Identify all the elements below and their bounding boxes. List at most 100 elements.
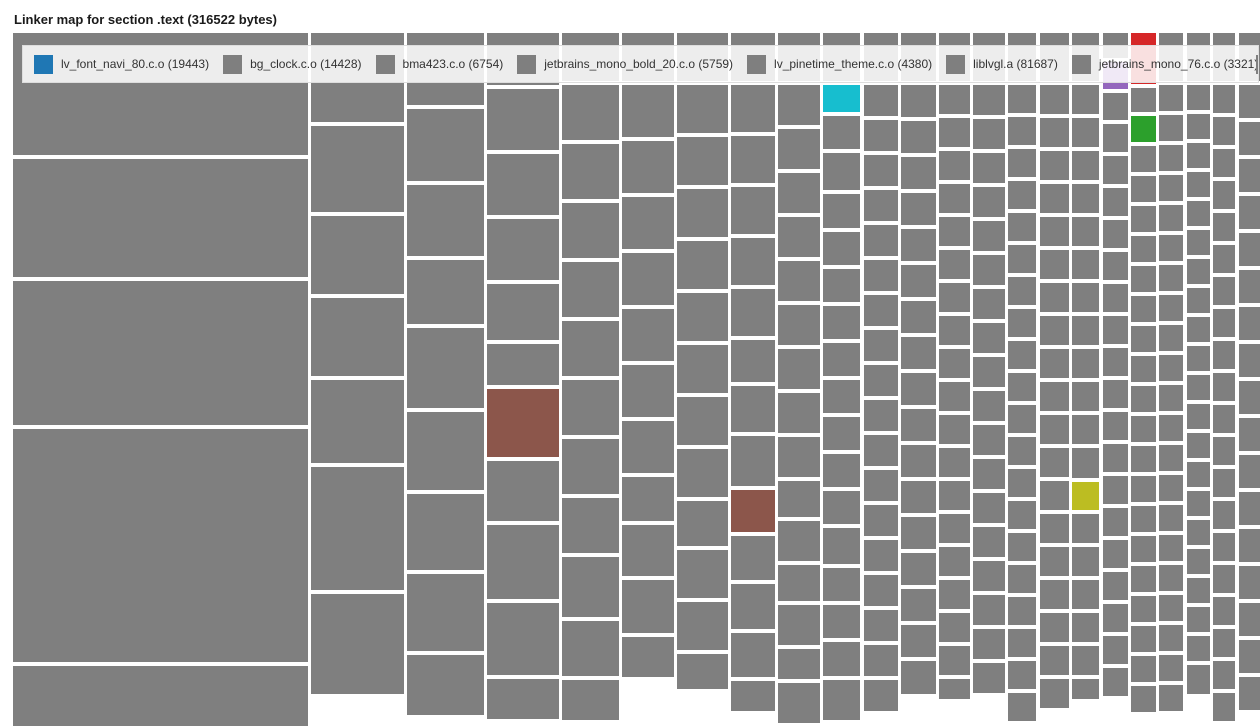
treemap-block[interactable] bbox=[901, 517, 936, 549]
treemap-block[interactable] bbox=[1103, 93, 1128, 120]
treemap-block[interactable] bbox=[1008, 437, 1036, 465]
treemap-block[interactable] bbox=[1131, 416, 1156, 442]
treemap-block[interactable] bbox=[778, 521, 820, 561]
treemap-block[interactable] bbox=[1159, 145, 1183, 171]
treemap-block[interactable] bbox=[1040, 316, 1069, 345]
treemap-block[interactable] bbox=[1213, 693, 1235, 721]
treemap-block[interactable] bbox=[778, 85, 820, 125]
treemap-block[interactable] bbox=[1008, 213, 1036, 241]
treemap-block[interactable] bbox=[973, 85, 1005, 115]
treemap-block[interactable] bbox=[1159, 595, 1183, 621]
treemap-block[interactable] bbox=[487, 89, 559, 150]
treemap-block[interactable] bbox=[407, 655, 484, 715]
treemap-block[interactable] bbox=[1008, 693, 1036, 721]
treemap-block[interactable] bbox=[622, 421, 674, 473]
treemap-block[interactable] bbox=[1187, 230, 1210, 255]
treemap-block[interactable] bbox=[778, 393, 820, 433]
treemap-block[interactable] bbox=[622, 580, 674, 633]
treemap-block[interactable] bbox=[1040, 415, 1069, 444]
treemap-block[interactable] bbox=[487, 525, 559, 599]
treemap-block[interactable] bbox=[1213, 405, 1235, 433]
treemap-block[interactable] bbox=[407, 328, 484, 408]
treemap-block[interactable] bbox=[1159, 385, 1183, 411]
treemap-block[interactable] bbox=[731, 85, 775, 132]
treemap-block[interactable] bbox=[823, 194, 860, 228]
treemap-block[interactable] bbox=[1159, 265, 1183, 291]
treemap-block[interactable] bbox=[1187, 375, 1210, 400]
treemap-block[interactable] bbox=[901, 625, 936, 657]
treemap-block[interactable] bbox=[1103, 220, 1128, 248]
treemap-block[interactable] bbox=[1131, 596, 1156, 622]
treemap-block[interactable] bbox=[1131, 386, 1156, 412]
treemap-block[interactable] bbox=[1072, 613, 1099, 642]
treemap-block[interactable] bbox=[731, 681, 775, 711]
treemap-block[interactable] bbox=[622, 365, 674, 417]
treemap-block[interactable] bbox=[864, 295, 898, 326]
treemap-block[interactable] bbox=[562, 557, 619, 617]
treemap-block[interactable] bbox=[677, 449, 728, 497]
treemap-block[interactable] bbox=[13, 281, 308, 425]
treemap-block[interactable] bbox=[407, 412, 484, 490]
treemap-block[interactable] bbox=[311, 380, 404, 463]
treemap-block[interactable] bbox=[1187, 433, 1210, 458]
treemap-block[interactable] bbox=[901, 229, 936, 261]
treemap-block[interactable] bbox=[1040, 151, 1069, 180]
treemap-block[interactable] bbox=[901, 193, 936, 225]
treemap-block[interactable] bbox=[1187, 462, 1210, 487]
treemap-block[interactable] bbox=[1131, 206, 1156, 232]
treemap-block[interactable] bbox=[1187, 259, 1210, 284]
treemap-block[interactable] bbox=[939, 448, 970, 477]
treemap-block[interactable] bbox=[864, 155, 898, 186]
treemap-block[interactable] bbox=[1008, 661, 1036, 689]
treemap-block[interactable] bbox=[973, 119, 1005, 149]
treemap-block[interactable] bbox=[1040, 448, 1069, 477]
treemap-block[interactable] bbox=[973, 425, 1005, 455]
treemap-block[interactable] bbox=[901, 373, 936, 405]
treemap-block[interactable] bbox=[864, 190, 898, 221]
treemap-block[interactable] bbox=[1159, 325, 1183, 351]
treemap-block[interactable] bbox=[407, 494, 484, 570]
treemap-block[interactable] bbox=[1187, 607, 1210, 632]
treemap-block[interactable] bbox=[864, 575, 898, 606]
treemap-block[interactable] bbox=[1103, 316, 1128, 344]
treemap-block[interactable] bbox=[731, 289, 775, 336]
treemap-block[interactable] bbox=[622, 309, 674, 361]
treemap-block[interactable] bbox=[901, 157, 936, 189]
treemap-block[interactable] bbox=[1159, 445, 1183, 471]
treemap-block[interactable] bbox=[1131, 446, 1156, 472]
treemap-block[interactable] bbox=[1040, 184, 1069, 213]
treemap-block[interactable] bbox=[677, 189, 728, 237]
treemap-block[interactable] bbox=[1131, 176, 1156, 202]
treemap-block[interactable] bbox=[1040, 514, 1069, 543]
treemap-block[interactable] bbox=[778, 481, 820, 517]
treemap-block[interactable] bbox=[1131, 116, 1156, 142]
treemap-block[interactable] bbox=[1213, 565, 1235, 593]
treemap-block[interactable] bbox=[13, 429, 308, 662]
treemap-block[interactable] bbox=[939, 250, 970, 279]
treemap-block[interactable] bbox=[1159, 295, 1183, 321]
treemap-block[interactable] bbox=[901, 301, 936, 333]
treemap-block[interactable] bbox=[731, 386, 775, 432]
treemap-block[interactable] bbox=[1131, 356, 1156, 382]
treemap-block[interactable] bbox=[973, 493, 1005, 523]
treemap-block[interactable] bbox=[973, 221, 1005, 251]
treemap-block[interactable] bbox=[622, 637, 674, 677]
treemap-block[interactable] bbox=[864, 120, 898, 151]
treemap-block[interactable] bbox=[1072, 679, 1099, 699]
treemap-block[interactable] bbox=[1072, 184, 1099, 213]
treemap-block[interactable] bbox=[1239, 418, 1260, 451]
treemap-block[interactable] bbox=[1159, 205, 1183, 231]
treemap-block[interactable] bbox=[1239, 85, 1260, 118]
treemap-block[interactable] bbox=[407, 574, 484, 651]
treemap-block[interactable] bbox=[939, 349, 970, 378]
treemap-block[interactable] bbox=[562, 621, 619, 676]
treemap-block[interactable] bbox=[1103, 540, 1128, 568]
treemap-block[interactable] bbox=[864, 365, 898, 396]
treemap-block[interactable] bbox=[1239, 233, 1260, 266]
treemap-block[interactable] bbox=[1239, 455, 1260, 488]
treemap-block[interactable] bbox=[1187, 636, 1210, 661]
treemap-block[interactable] bbox=[677, 602, 728, 650]
treemap-block[interactable] bbox=[823, 343, 860, 376]
treemap-block[interactable] bbox=[731, 633, 775, 677]
treemap-block[interactable] bbox=[1040, 481, 1069, 510]
